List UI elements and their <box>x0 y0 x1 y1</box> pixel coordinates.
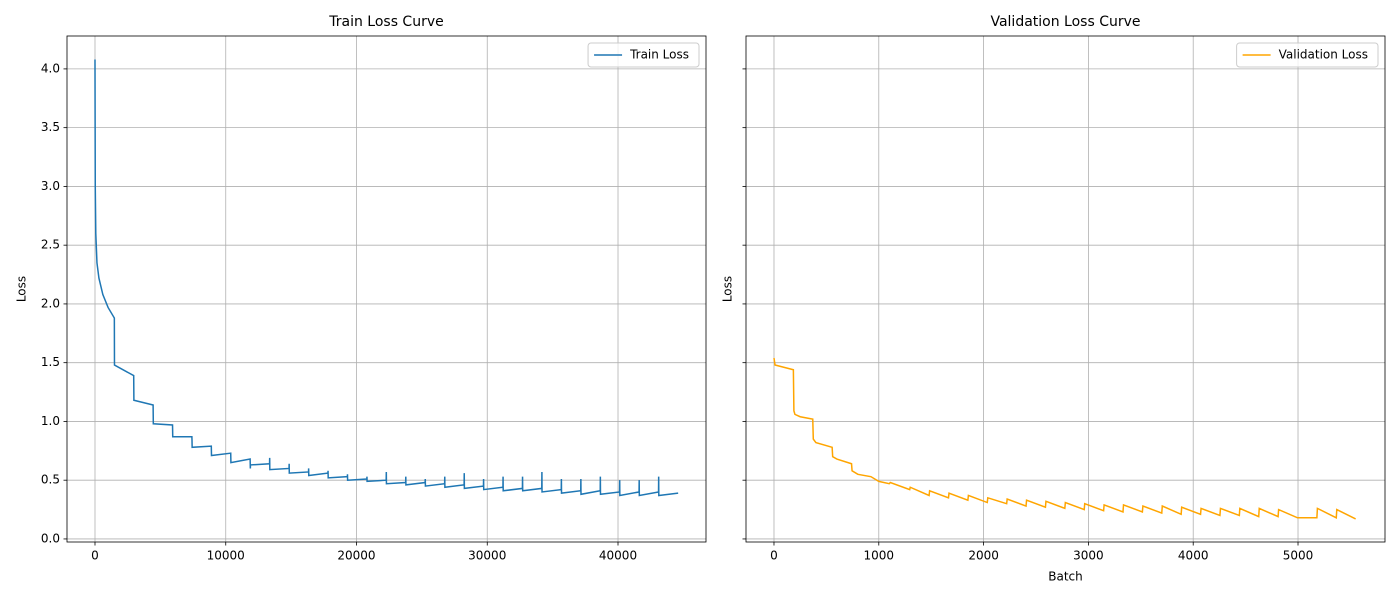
y-tick-label: 2.5 <box>41 238 60 252</box>
x-tick-label: 0 <box>770 549 778 563</box>
y-tick-label: 0.0 <box>41 531 60 545</box>
legend: Train Loss <box>587 42 700 68</box>
legend: Validation Loss <box>1236 42 1379 68</box>
y-tick-label: 4.0 <box>41 61 60 75</box>
x-tick-label: 10000 <box>207 549 245 563</box>
x-tick-label: 2000 <box>968 549 999 563</box>
x-tick-label: 0 <box>91 549 99 563</box>
legend-box <box>587 42 700 68</box>
legend-label: Train Loss <box>629 48 689 62</box>
legend-label: Validation Loss <box>1279 48 1368 62</box>
x-tick-label: 4000 <box>1178 549 1209 563</box>
axes-frame <box>66 35 707 543</box>
y-tick-label: 1.0 <box>41 414 60 428</box>
subplot: 0.0 0.5 1.0 1.5 2.0 2.5 3.0 3.5 4.0 0 10000 20000 30… <box>15 14 707 563</box>
axes-frame <box>745 35 1386 543</box>
y-axis-label: Loss <box>721 276 735 302</box>
x-tick-label: 20000 <box>337 549 375 563</box>
chart-title: Validation Loss Curve <box>990 14 1140 30</box>
line <box>773 357 1356 520</box>
y-tick-label: 2.0 <box>41 296 60 310</box>
x-tick-label: 30000 <box>468 549 506 563</box>
x-tick-label: 40000 <box>599 549 637 563</box>
y-tick-label: 0.5 <box>41 473 60 487</box>
y-tick-label: 3.5 <box>41 120 60 134</box>
y-axis-label: Loss <box>15 276 29 302</box>
x-tick-label: 5000 <box>1283 549 1314 563</box>
y-tick-label: 3.0 <box>41 179 60 193</box>
x-tick-label: 3000 <box>1073 549 1104 563</box>
chart-title: Train Loss Curve <box>328 14 444 30</box>
x-axis-label: Batch <box>1048 570 1083 584</box>
x-tick-label: 1000 <box>864 549 895 563</box>
subplot: 0 1000 2000 3000 4000 5000 Validation Loss Cur… <box>721 14 1386 584</box>
legend-box <box>1236 42 1379 68</box>
y-tick-label: 1.5 <box>41 355 60 369</box>
line <box>94 59 679 497</box>
